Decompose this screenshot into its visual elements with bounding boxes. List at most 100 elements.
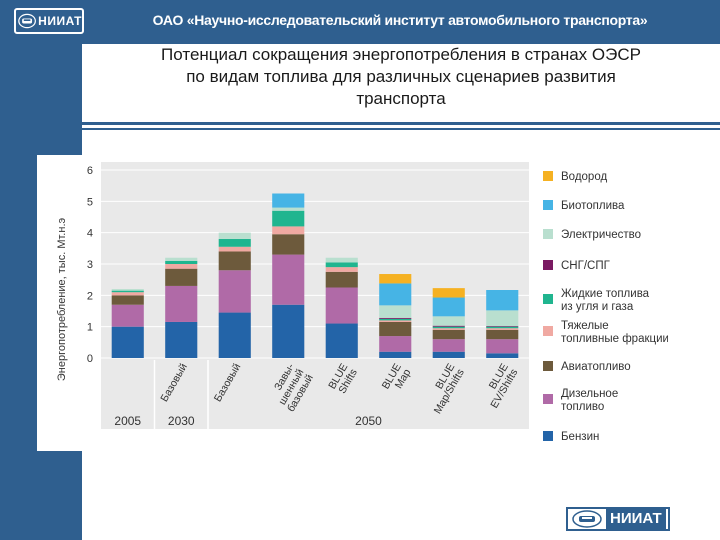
bar-segment	[379, 320, 412, 322]
y-tick-label: 4	[87, 228, 93, 240]
bar-segment	[218, 270, 251, 313]
car-icon	[18, 13, 36, 29]
bar-segment	[432, 288, 465, 298]
bar-segment	[325, 267, 358, 272]
legend-label: Жидкие топлива из угля и газа	[561, 288, 650, 313]
legend-label: Тяжелые топливные фракции	[561, 320, 668, 345]
legend-swatch	[543, 171, 553, 181]
bar-segment	[379, 283, 412, 306]
y-tick-label: 2	[87, 290, 93, 302]
legend-label: Авиатопливо	[561, 361, 631, 373]
bar-segment	[379, 305, 412, 318]
bar-segment	[432, 326, 465, 329]
legend-swatch	[543, 200, 553, 210]
bar-segment	[486, 329, 519, 340]
bar-segment	[165, 257, 198, 261]
legend-swatch	[543, 361, 553, 371]
y-tick-label: 0	[87, 353, 93, 365]
bar-segment	[432, 329, 465, 340]
bar-segment	[111, 295, 144, 305]
bar-segment	[379, 274, 412, 284]
bar-segment	[432, 351, 465, 358]
title-rule	[82, 122, 720, 125]
header-logo-text: НИИАТ	[38, 14, 82, 28]
x-group-label: 2030	[168, 414, 195, 428]
legend-label: Биотоплива	[561, 200, 625, 212]
x-group-label: 2050	[355, 414, 382, 428]
car-icon	[572, 510, 602, 528]
legend-label: Бензин	[561, 431, 599, 443]
chart-panel: 0 1 2 3 4 5 6 Энергопотребление, тыс. Мт.н.э Баз…	[37, 155, 669, 451]
bar-segment	[486, 326, 519, 329]
legend-label: Электричество	[561, 229, 641, 241]
bar-segment	[272, 193, 305, 208]
y-axis-label: Энергопотребление, тыс. Мт.н.э	[56, 218, 68, 382]
header-logo: НИИАТ	[14, 8, 84, 34]
y-tick-label: 6	[87, 165, 93, 177]
bar-segment	[272, 234, 305, 255]
bar-segment	[272, 207, 305, 211]
y-tick-label: 3	[87, 259, 93, 271]
organization-name: ОАО «Научно-исследовательский институт а…	[152, 12, 648, 28]
y-tick-label: 5	[87, 196, 93, 208]
slide-title-line: Потенциал сокращения энергопотребления в…	[161, 45, 641, 64]
bar-segment	[272, 304, 305, 358]
bar-segment	[486, 328, 519, 330]
bar-segment	[165, 260, 198, 264]
bar-segment	[272, 254, 305, 305]
slide-title-line: по видам топлива для различных сценариев…	[186, 67, 616, 86]
bar-segment	[325, 257, 358, 263]
bar-segment	[432, 316, 465, 326]
legend-swatch	[543, 394, 553, 404]
bar-segment	[486, 339, 519, 354]
legend-swatch	[543, 294, 553, 304]
bar-segment	[165, 264, 198, 269]
bar-segment	[432, 328, 465, 330]
bar-segment	[272, 226, 305, 235]
bar-segment	[325, 262, 358, 268]
bar-segment	[379, 318, 412, 321]
bar-segment	[379, 317, 412, 319]
legend-label: СНГ/СПГ	[561, 260, 611, 272]
y-tick-label: 1	[87, 322, 93, 334]
bar-segment	[218, 312, 251, 358]
bar-segment	[325, 287, 358, 324]
bar-segment	[325, 323, 358, 358]
bar-segment	[379, 321, 412, 337]
slide-title: Потенциал сокращения энергопотребления в…	[86, 44, 716, 110]
legend-swatch	[543, 326, 553, 336]
bar-segment	[111, 292, 144, 296]
bar-segment	[486, 290, 519, 311]
legend-swatch	[543, 431, 553, 441]
bar-segment	[165, 321, 198, 358]
footer-logo-text: НИИАТ	[606, 509, 666, 529]
bar-segment	[218, 246, 251, 252]
bar-segment	[165, 268, 198, 286]
legend-swatch	[543, 229, 553, 239]
x-group-label: 2005	[114, 414, 141, 428]
legend-swatch	[543, 260, 553, 270]
legend-label: Водород	[561, 171, 607, 183]
bar-segment	[486, 353, 519, 358]
bar-segment	[379, 336, 412, 352]
bar-segment	[111, 304, 144, 327]
bar-segment	[111, 326, 144, 358]
bar-segment	[218, 251, 251, 271]
bar-segment	[432, 297, 465, 317]
title-rule-thin	[82, 128, 720, 130]
legend-label: Дизельное топливо	[561, 388, 618, 413]
bar-segment	[486, 310, 519, 327]
header-bar	[0, 0, 720, 44]
bar-segment	[165, 285, 198, 322]
bar-segment	[111, 290, 144, 293]
bar-segment	[325, 271, 358, 288]
bar-segment	[432, 325, 465, 327]
footer-logo: НИИАТ	[566, 507, 670, 531]
bar-segment	[379, 351, 412, 358]
bar-segment	[486, 326, 519, 327]
bar-segment	[432, 339, 465, 352]
bar-segment	[218, 232, 251, 239]
bar-segment	[272, 210, 305, 227]
slide-title-line: транспорта	[356, 89, 446, 108]
